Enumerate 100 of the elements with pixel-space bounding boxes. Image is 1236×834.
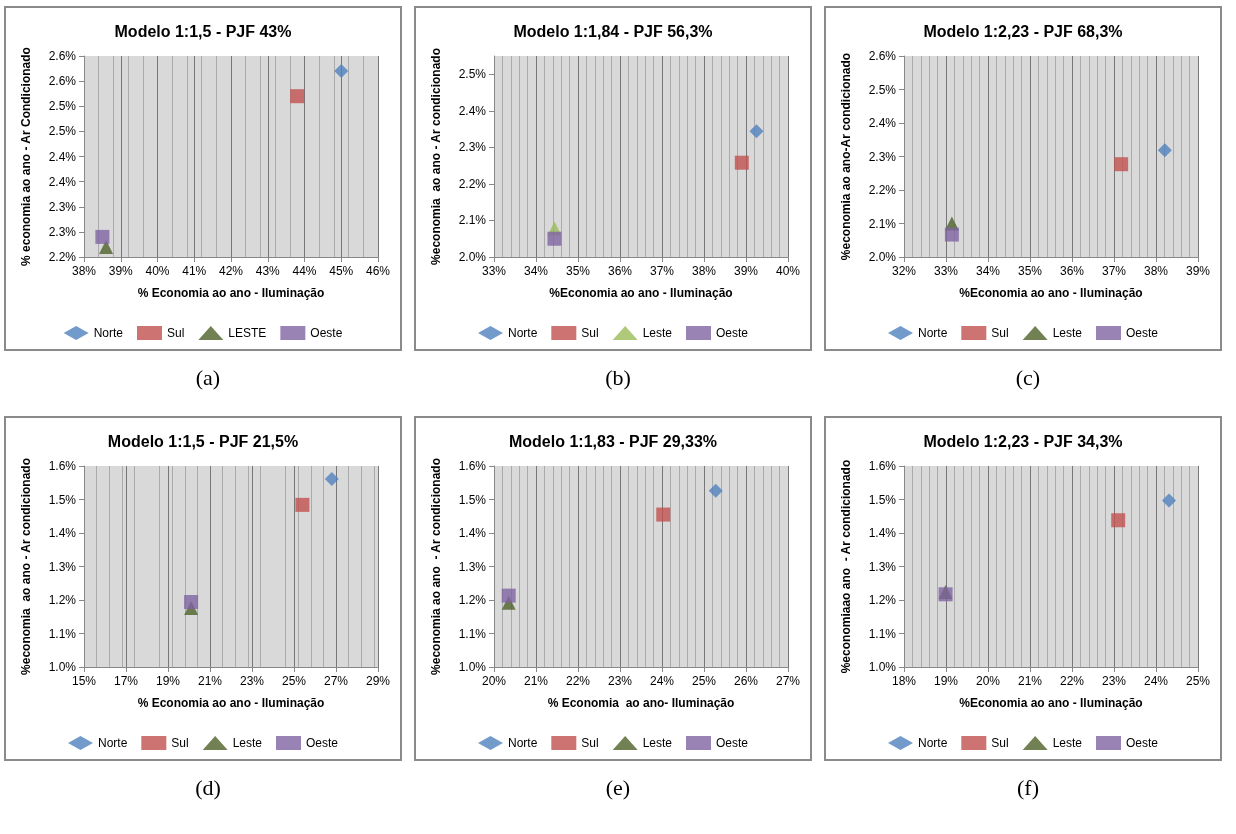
x-tick-label: 35% xyxy=(565,264,591,278)
x-tick-label: 27% xyxy=(323,674,349,688)
legend-label: LESTE xyxy=(228,326,267,340)
y-tick-label: 1.6% xyxy=(868,459,897,473)
x-tick-label: 22% xyxy=(565,674,591,688)
y-tick-label: 1.4% xyxy=(48,526,77,540)
text: (d) xyxy=(194,775,222,801)
y-tick-label: 1.2% xyxy=(48,593,77,607)
x-tick-label: 39% xyxy=(1185,264,1211,278)
chart-title: Modelo 1:1,84 - PJF 56,3% xyxy=(513,22,713,40)
y-tick-label: 2.2% xyxy=(868,183,897,197)
text: (e) xyxy=(604,775,632,801)
chart-title: Modelo 1:2,23 - PJF 34,3% xyxy=(923,432,1123,450)
legend-label: Oeste xyxy=(310,326,343,340)
x-tick-label: 39% xyxy=(108,264,134,278)
y-tick-label: 1.4% xyxy=(458,526,487,540)
x-tick-label: 25% xyxy=(1185,674,1211,688)
chart-title: Modelo 1:1,5 - PJF 43% xyxy=(114,22,292,40)
y-tick-label: 2.1% xyxy=(868,216,897,231)
x-tick-label: 29% xyxy=(365,674,391,688)
x-tick-label: 21% xyxy=(197,674,223,688)
x-tick-label: 38% xyxy=(691,264,717,278)
legend-label: Sul xyxy=(581,736,599,750)
y-tick-label: 2.4% xyxy=(458,103,487,118)
y-tick-label: 2.6% xyxy=(48,74,77,89)
x-tick-label: 35% xyxy=(1017,264,1043,278)
x-tick-label: 40% xyxy=(145,264,170,278)
x-tick-label: 37% xyxy=(1101,264,1127,278)
y-tick-label: 1.5% xyxy=(868,492,897,507)
y-tick-label: 1.1% xyxy=(48,626,77,641)
x-tick-label: 21% xyxy=(523,674,549,688)
legend-label: Oeste xyxy=(1126,736,1159,750)
text: (f) xyxy=(1016,775,1040,801)
x-tick-label: 36% xyxy=(607,264,633,278)
x-tick-label: 44% xyxy=(292,264,317,278)
x-axis-title: %Economia ao ano - Iluminação xyxy=(959,696,1143,710)
y-tick-label: 2.4% xyxy=(48,149,77,164)
y-tick-label: 2.1% xyxy=(458,213,487,228)
x-tick-label: 24% xyxy=(1143,674,1169,688)
y-tick-label: 2.5% xyxy=(48,124,77,139)
y-tick-label: 1.5% xyxy=(458,492,487,507)
legend-label: Leste xyxy=(232,736,263,750)
y-axis-title: %economia ao ano - Ar condicionado xyxy=(19,458,33,675)
y-tick-label: 2.5% xyxy=(458,67,487,82)
chart-title: Modelo 1:1,83 - PJF 29,33% xyxy=(508,432,718,450)
y-axis-title: %economia ao ano - Ar condicionado xyxy=(429,458,443,675)
legend-label: Sul xyxy=(171,736,189,750)
y-tick-label: 1.0% xyxy=(458,660,487,674)
chart-title: Modelo 1:1,5 - PJF 21,5% xyxy=(107,432,299,450)
x-axis-title: %Economia ao ano - Iluminação xyxy=(549,286,733,300)
legend-label: Oeste xyxy=(1126,326,1159,340)
x-tick-label: 23% xyxy=(1101,674,1127,688)
x-tick-label: 45% xyxy=(329,264,354,278)
y-tick-label: 1.0% xyxy=(868,660,897,674)
x-tick-label: 37% xyxy=(649,264,675,278)
legend-label: Oeste xyxy=(716,326,749,340)
legend-label: Leste xyxy=(642,326,673,340)
y-tick-label: 1.3% xyxy=(458,559,487,574)
legend-label: Sul xyxy=(991,326,1009,340)
y-tick-label: 1.3% xyxy=(48,559,77,574)
y-tick-label: 2.3% xyxy=(48,199,77,214)
y-tick-label: 2.4% xyxy=(48,174,77,189)
y-tick-label: 1.2% xyxy=(868,593,897,607)
x-axis-title: % Economia ao ano - Iluminação xyxy=(137,696,325,710)
legend-label: Norte xyxy=(97,736,128,750)
x-tick-label: 33% xyxy=(481,264,507,278)
y-tick-label: 2.2% xyxy=(458,176,487,191)
x-tick-label: 39% xyxy=(733,264,759,278)
x-tick-label: 19% xyxy=(155,674,181,688)
legend-label: Sul xyxy=(991,736,1009,750)
legend-label: Leste xyxy=(1052,326,1083,340)
x-tick-label: 23% xyxy=(239,674,265,688)
x-tick-label: 19% xyxy=(933,674,959,688)
y-tick-label: 1.6% xyxy=(458,459,487,473)
x-tick-label: 24% xyxy=(649,674,675,688)
x-tick-label: 15% xyxy=(71,674,97,688)
x-tick-label: 34% xyxy=(523,264,549,278)
y-tick-label: 2.6% xyxy=(48,49,77,63)
x-tick-label: 36% xyxy=(1059,264,1085,278)
x-tick-label: 18% xyxy=(891,674,917,688)
legend-label: Sul xyxy=(166,326,185,340)
x-tick-label: 25% xyxy=(281,674,307,688)
y-axis-title: %economia ao ano-Ar condicionado xyxy=(839,52,853,261)
x-tick-label: 20% xyxy=(975,674,1001,688)
y-tick-label: 1.1% xyxy=(868,626,897,641)
y-tick-label: 1.4% xyxy=(868,526,897,540)
x-tick-label: 40% xyxy=(775,264,801,278)
legend-label: Oeste xyxy=(716,736,749,750)
legend-label: Norte xyxy=(507,326,538,340)
y-tick-label: 2.6% xyxy=(868,49,897,63)
legend-label: Leste xyxy=(1052,736,1083,750)
legend-label: Norte xyxy=(93,326,124,340)
y-tick-label: 1.2% xyxy=(458,593,487,607)
x-tick-label: 25% xyxy=(691,674,717,688)
y-tick-label: 1.5% xyxy=(48,492,77,507)
y-tick-label: 2.3% xyxy=(868,149,897,164)
text: (c) xyxy=(1014,365,1042,391)
x-axis-title: % Economia ao ano - Iluminação xyxy=(137,286,325,300)
x-tick-label: 33% xyxy=(933,264,959,278)
x-tick-label: 42% xyxy=(218,264,244,278)
